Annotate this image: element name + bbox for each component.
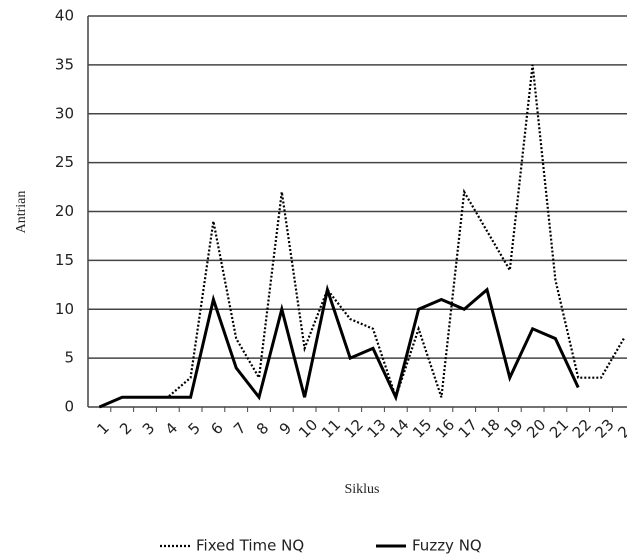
x-tick-label: 8 [253,419,272,438]
series-line [98,64,625,409]
y-tick-label: 0 [64,398,74,416]
y-tick-label: 5 [64,349,74,367]
x-tick-label: 5 [185,419,204,438]
y-tick-label: 40 [55,7,74,25]
x-tick-label: 7 [230,419,249,438]
y-axis-label: Antrian [14,191,29,234]
y-tick-label: 25 [55,153,74,171]
legend-label: Fuzzy NQ [412,537,482,555]
series-line [98,283,580,409]
x-tick-label: 4 [162,419,181,438]
x-tick-label: 24 [614,416,627,442]
x-axis-label: Siklus [344,482,379,497]
x-tick-label: 9 [276,419,295,438]
y-tick-label: 30 [55,104,74,122]
x-tick-label: 1 [93,419,112,438]
y-tick-label: 35 [55,55,74,73]
y-tick-label: 10 [55,300,74,318]
y-tick-label: 20 [55,202,74,220]
x-tick-label: 6 [207,419,226,438]
x-tick-label: 2 [116,419,135,438]
y-tick-label: 15 [55,251,74,269]
legend-label: Fixed Time NQ [196,537,304,555]
x-tick-label: 3 [139,419,158,438]
